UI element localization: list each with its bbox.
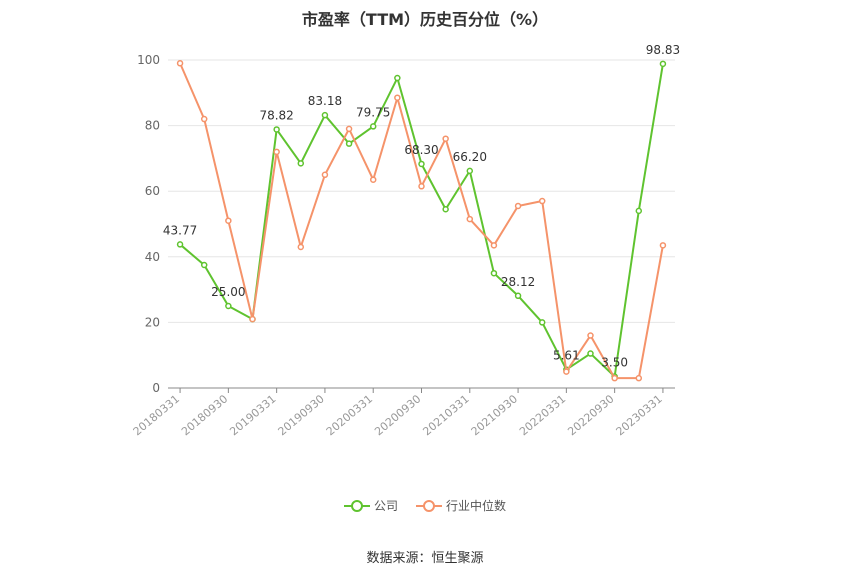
data-point-industry-median — [538, 197, 546, 205]
data-point-industry-median — [321, 171, 329, 179]
data-point-company — [200, 261, 208, 269]
data-point-industry-median — [659, 242, 667, 249]
data-point-industry-median — [635, 374, 643, 382]
data-point-company — [587, 350, 594, 357]
data-point-company — [345, 140, 353, 147]
data-point-company — [225, 302, 232, 310]
data-point-company — [635, 207, 643, 215]
data-label: 68.30 — [404, 143, 438, 157]
data-point-company — [297, 160, 305, 167]
x-tick-label: 20200930 — [372, 392, 423, 438]
data-point-company — [538, 319, 546, 326]
data-point-industry-median — [369, 176, 377, 183]
data-point-industry-median — [200, 115, 208, 123]
legend-label-industry-median: 行业中位数 — [446, 499, 507, 513]
data-point-industry-median — [249, 315, 256, 323]
data-point-industry-median — [563, 368, 570, 375]
y-tick-label: 0 — [152, 381, 160, 395]
y-tick-label: 40 — [145, 250, 160, 264]
legend-label-company: 公司 — [373, 499, 398, 513]
y-tick-label: 20 — [145, 315, 160, 329]
data-label: 3.50 — [601, 356, 628, 370]
data-point-company — [659, 60, 667, 68]
x-tick-label: 20180930 — [179, 392, 230, 438]
data-point-company — [394, 74, 401, 82]
data-point-company — [514, 292, 522, 300]
data-point-industry-median — [442, 135, 449, 142]
data-point-company — [369, 123, 377, 130]
series-line-industry-median — [179, 62, 664, 380]
data-label: 83.18 — [308, 94, 342, 108]
data-point-industry-median — [273, 148, 280, 156]
data-point-company — [466, 167, 474, 175]
y-tick-label: 60 — [145, 184, 160, 198]
axis-layer: 0 20 40 60 80 100 2018033120180930201903312019… — [131, 53, 675, 438]
legend-swatch-industry-median — [416, 499, 442, 513]
series-layer — [176, 60, 667, 382]
data-point-industry-median — [490, 242, 498, 249]
y-tick-label: 80 — [145, 119, 160, 133]
data-point-industry-median — [394, 94, 401, 101]
data-point-industry-median — [345, 125, 353, 133]
data-label: 43.77 — [163, 223, 197, 237]
data-label: 28.12 — [501, 275, 535, 289]
data-point-industry-median — [514, 202, 522, 210]
data-point-industry-median — [587, 332, 594, 339]
legend-item-industry-median[interactable]: 行业中位数 — [416, 497, 506, 514]
x-tick-label: 20220930 — [565, 392, 616, 438]
grid-layer — [168, 59, 675, 323]
data-label: 79.75 — [356, 105, 390, 119]
data-label-layer: 43.77 25.00 78.82 83.18 79.75 68.30 66.20 28.12… — [163, 43, 680, 370]
x-tick-label: 20220331 — [517, 392, 568, 438]
data-point-industry-median — [176, 60, 184, 67]
data-point-company — [490, 269, 498, 277]
y-tick-label: 100 — [137, 53, 160, 67]
x-tick-label: 20210930 — [469, 392, 520, 438]
data-label: 66.20 — [453, 150, 487, 164]
x-tick-label: 20190930 — [276, 392, 327, 438]
x-tick-label: 20230331 — [614, 392, 665, 438]
data-point-industry-median — [225, 217, 232, 224]
source-note: 数据来源：恒生聚源 — [366, 551, 484, 566]
legend-item-company[interactable]: 公司 — [343, 497, 398, 514]
x-tick-label: 20190331 — [227, 392, 278, 438]
data-label: 25.00 — [211, 285, 245, 299]
chart-title: 市盈率（TTM）历史百分位（%） — [301, 10, 549, 29]
data-point-company — [273, 126, 280, 133]
data-point-company — [418, 160, 425, 168]
data-label: 98.83 — [646, 43, 680, 57]
data-point-industry-median — [297, 243, 305, 251]
data-label: 78.82 — [259, 108, 293, 122]
data-point-industry-median — [611, 374, 618, 382]
data-point-company — [321, 111, 329, 119]
x-tick-label: 20180331 — [131, 392, 182, 438]
x-tick-label: 20210331 — [420, 392, 471, 438]
data-label: 5.61 — [553, 349, 580, 363]
x-tick-label: 20200331 — [324, 392, 375, 438]
series-line-company — [179, 63, 664, 378]
legend-swatch-company — [343, 499, 370, 513]
data-point-industry-median — [466, 215, 474, 223]
data-point-industry-median — [418, 183, 425, 190]
data-point-company — [176, 241, 184, 248]
legend: 公司 行业中位数 — [0, 497, 850, 514]
data-point-company — [442, 205, 449, 213]
